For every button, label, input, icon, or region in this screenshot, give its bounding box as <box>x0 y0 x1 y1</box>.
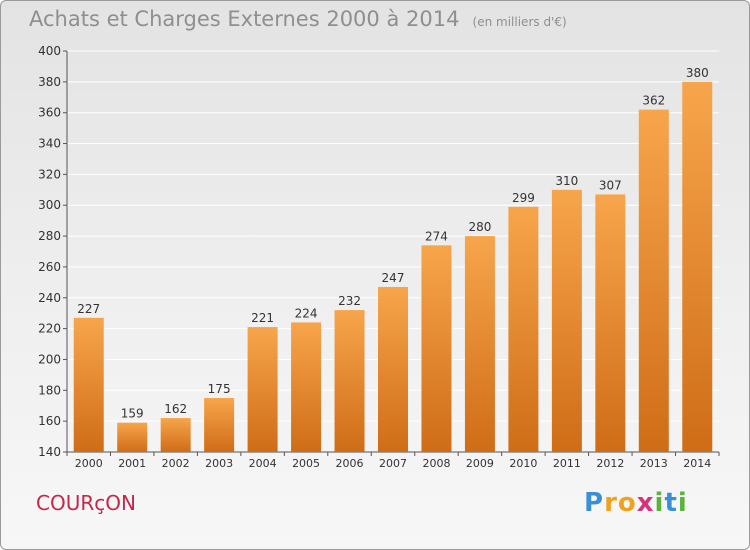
x-tick-label: 2005 <box>292 457 320 470</box>
x-tick-label: 2003 <box>205 457 233 470</box>
data-label: 362 <box>642 94 665 108</box>
bar <box>508 206 539 452</box>
chart-title: Achats et Charges Externes 2000 à 2014 (… <box>29 7 567 31</box>
logo-letter: i <box>654 488 665 518</box>
title-unit: (en milliers d'€) <box>472 15 567 29</box>
data-label: 224 <box>295 306 318 320</box>
x-tick-label: 2012 <box>596 457 624 470</box>
y-tick-label: 380 <box>38 75 61 89</box>
data-label: 159 <box>121 407 144 421</box>
bar <box>160 418 191 452</box>
bar <box>682 81 713 452</box>
bar <box>378 286 408 452</box>
y-tick-label: 360 <box>38 106 61 120</box>
data-label: 247 <box>382 271 405 285</box>
bar <box>247 327 278 452</box>
x-tick-label: 2009 <box>466 457 494 470</box>
data-label: 221 <box>251 311 274 325</box>
logo-letter: P <box>584 488 605 518</box>
x-tick-label: 2010 <box>509 457 537 470</box>
y-tick-label: 160 <box>38 414 61 428</box>
x-tick-label: 2007 <box>379 457 407 470</box>
bar <box>464 236 495 452</box>
y-tick-label: 200 <box>38 352 61 366</box>
logo-letter: r <box>604 488 618 518</box>
bar <box>595 194 626 452</box>
logo-letter: t <box>664 488 678 518</box>
x-tick-label: 2014 <box>683 457 711 470</box>
bar <box>117 422 148 452</box>
y-tick-label: 260 <box>38 260 61 274</box>
y-tick-label: 140 <box>38 445 61 459</box>
data-label: 227 <box>77 302 100 316</box>
data-label: 274 <box>425 229 448 243</box>
bar <box>421 245 452 452</box>
bar <box>334 310 365 452</box>
bars <box>73 81 713 453</box>
y-tick-label: 280 <box>38 229 61 243</box>
logo-letter: i <box>677 488 688 518</box>
data-label: 175 <box>208 382 231 396</box>
bar <box>638 109 669 452</box>
data-label: 380 <box>686 66 709 80</box>
x-tick-label: 2008 <box>422 457 450 470</box>
data-label: 280 <box>468 220 491 234</box>
y-tick-label: 240 <box>38 291 61 305</box>
commune-name: COURçON <box>36 491 136 515</box>
x-tick-label: 2000 <box>75 457 103 470</box>
data-label: 310 <box>555 174 578 188</box>
proxiti-logo: Proxiti <box>584 488 688 518</box>
x-tick-label: 2013 <box>640 457 668 470</box>
y-tick-label: 180 <box>38 383 61 397</box>
y-tick-label: 220 <box>38 322 61 336</box>
x-tick-label: 2001 <box>118 457 146 470</box>
data-labels: 227 159 162 175 221 224 232 247 274 280 299 310 307 3… <box>77 66 708 421</box>
bar <box>204 398 235 452</box>
y-tick-label: 300 <box>38 198 61 212</box>
x-tick-label: 2004 <box>249 457 277 470</box>
x-tick-label: 2011 <box>553 457 581 470</box>
data-label: 232 <box>338 294 361 308</box>
data-label: 162 <box>164 402 187 416</box>
y-tick-label: 400 <box>38 44 61 58</box>
axes: 140 160 180 200 220 240 260 280 300 320 340 360 380 4… <box>38 44 720 470</box>
logo-letter: o <box>617 488 637 518</box>
data-label: 307 <box>599 178 622 192</box>
y-tick-label: 320 <box>38 167 61 181</box>
data-label: 299 <box>512 191 535 205</box>
title-main: Achats et Charges Externes 2000 à 2014 <box>29 7 460 31</box>
x-tick-label: 2002 <box>162 457 190 470</box>
y-tick-label: 340 <box>38 137 61 151</box>
bar <box>551 189 582 453</box>
bar <box>291 322 322 452</box>
x-tick-label: 2006 <box>336 457 364 470</box>
bar <box>73 317 104 452</box>
logo-letter: x <box>636 488 655 518</box>
